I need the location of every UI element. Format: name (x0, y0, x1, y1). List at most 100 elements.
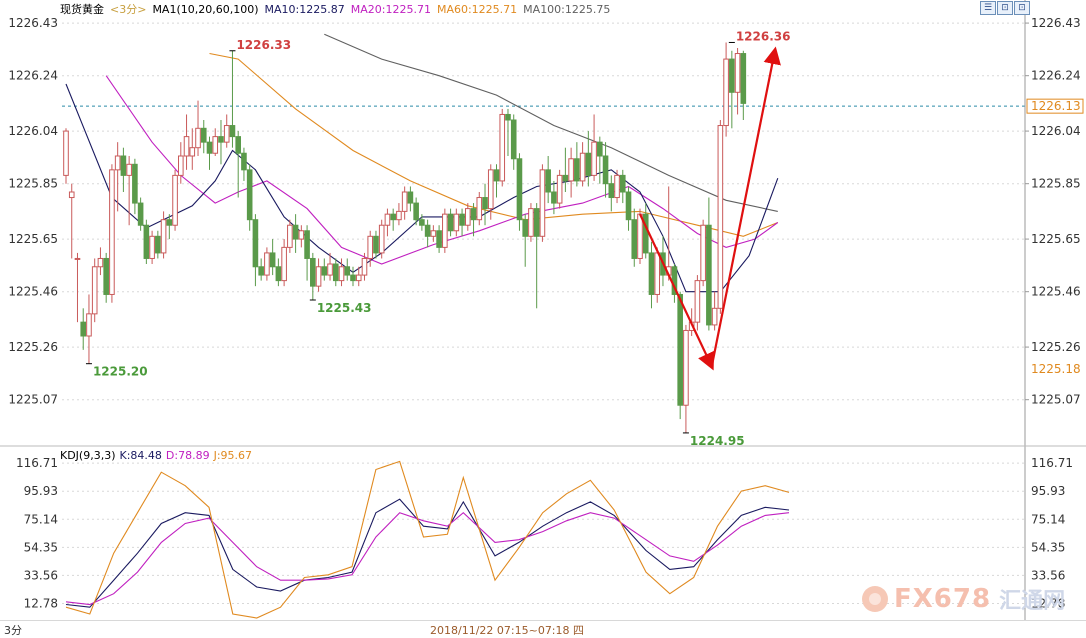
kdj-name: KDJ(9,3,3) (60, 449, 116, 462)
candle-down (424, 224, 431, 237)
candle-up (298, 230, 305, 240)
trend-arrow (639, 213, 715, 371)
candle-down (447, 213, 454, 232)
toolbar-button-1[interactable]: ☰ (980, 1, 996, 15)
candle-down (275, 266, 282, 282)
kdj-tick-label-right: 12.78 (1031, 596, 1065, 610)
candle-down (470, 208, 477, 221)
candle-down (103, 257, 109, 295)
candle-up (694, 280, 701, 323)
candle-up (654, 252, 661, 295)
candle-up (367, 235, 374, 259)
candle-down (413, 202, 419, 221)
kdj-tick-label-right: 54.35 (1031, 540, 1065, 554)
candle-down (80, 321, 87, 337)
watermark-logo: FX678 汇通网 (862, 582, 1065, 616)
candle-down (206, 141, 213, 154)
candle-down (419, 219, 425, 226)
kdj-tick-label-right: 33.56 (1031, 568, 1065, 582)
candle-up (223, 125, 230, 143)
candle-up (442, 213, 448, 248)
ma20-value: MA20:1225.71 (350, 3, 431, 16)
kdj-tick-label-left: 75.14 (24, 512, 58, 526)
candle-up (528, 208, 534, 237)
status-bar: 3分 2018/11/22 07:15~07:18 四 (0, 620, 1086, 637)
current-price-label: 1226.13 (1031, 99, 1081, 113)
indicator-name: MA1(10,20,60,100) (152, 3, 259, 16)
toolbar-button-3[interactable]: ⊡ (1014, 1, 1030, 15)
price-tick-label-left: 1225.07 (8, 393, 58, 407)
candle-up (378, 224, 385, 254)
candle-down (625, 191, 632, 221)
price-tick-label-left: 1226.24 (8, 69, 58, 83)
candle-up (63, 130, 69, 176)
candle-down (706, 224, 712, 326)
candle-down (321, 266, 328, 276)
candle-up (97, 257, 104, 268)
candle-up (453, 213, 460, 232)
candle-up (476, 197, 483, 221)
candle-down (166, 219, 173, 226)
period-selector[interactable]: 3分 (4, 624, 22, 637)
candle-up (700, 224, 706, 282)
extreme-label: 1225.20 (93, 365, 148, 379)
kdj-tick-label-left: 12.78 (24, 596, 58, 610)
candle-down (373, 235, 379, 254)
candle-down (585, 152, 592, 176)
kdj-k-line (65, 498, 790, 608)
price-tick-label-right: 1226.43 (1031, 16, 1081, 30)
kdj-tick-label-left: 54.35 (24, 540, 58, 554)
ma100-line (324, 33, 778, 212)
ma100-value: MA100:1225.75 (523, 3, 611, 16)
candle-down (235, 136, 241, 154)
candle-down (132, 163, 138, 204)
candle-down (510, 119, 517, 160)
candle-up (361, 257, 368, 276)
kdj-tick-label-right: 95.93 (1031, 484, 1065, 498)
candle-up (91, 266, 98, 315)
candle-up (327, 263, 333, 276)
candle-up (86, 313, 92, 337)
trend-arrow (710, 46, 781, 367)
price-chart-header: 现货黄金 <3分> MA1(10,20,60,100) MA10:1225.87 MA2… (60, 1, 616, 17)
toolbar-button-2[interactable]: ⊡ (997, 1, 1013, 15)
candle-up (183, 136, 190, 157)
candle-up (212, 136, 219, 154)
candle-up (723, 58, 729, 127)
candle-down (459, 213, 465, 226)
kdj-j-line (65, 460, 790, 619)
candle-down (252, 219, 259, 268)
candle-down (562, 174, 569, 182)
candle-up (281, 246, 287, 282)
logo-brand: FX678 (894, 584, 992, 614)
extreme-label: 1226.36 (736, 29, 791, 43)
price-tick-label-right: 1225.65 (1031, 232, 1081, 246)
period-tag[interactable]: <3分> (110, 3, 147, 16)
candle-down (258, 266, 264, 276)
candle-down (229, 125, 236, 138)
kdj-k-value: K:84.48 (119, 449, 162, 462)
price-tick-label-right: 1225.46 (1031, 285, 1081, 299)
candle-up (614, 174, 620, 199)
ma10-value: MA10:1225.87 (264, 3, 345, 16)
kdj-tick-label-left: 95.93 (24, 484, 58, 498)
candle-up (287, 224, 293, 248)
price-tick-label-left: 1226.04 (8, 124, 58, 138)
candle-down (516, 158, 523, 221)
candle-up (109, 169, 115, 295)
candle-up (499, 113, 506, 182)
candle-down (246, 169, 253, 221)
logo-icon (862, 586, 888, 612)
candle-up (68, 191, 75, 199)
candle-down (545, 169, 551, 193)
candle-up (149, 235, 155, 259)
candle-up (683, 329, 689, 406)
candle-down (350, 274, 356, 282)
price-tick-label-left: 1225.26 (8, 340, 58, 354)
price-tick-label-left: 1225.65 (8, 232, 58, 246)
candle-down (602, 155, 609, 185)
candle-down (642, 213, 649, 254)
candle-down (619, 174, 626, 193)
candle-up (160, 219, 167, 254)
candle-down (137, 202, 144, 226)
